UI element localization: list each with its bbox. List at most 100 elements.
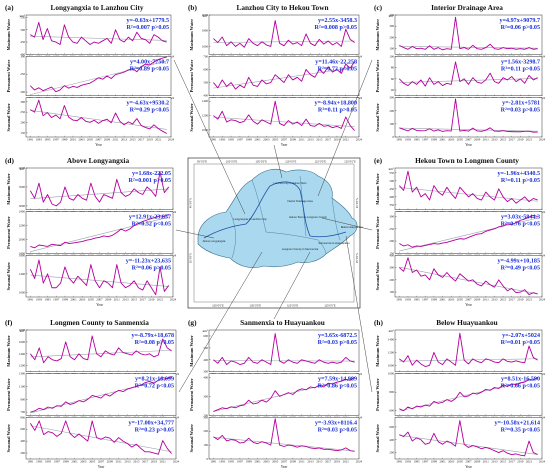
- plot-frame: [25, 14, 172, 55]
- regression-equation: y=-11.23x+23,635: [126, 258, 171, 264]
- trend-line: [30, 188, 169, 199]
- x-tick-label: 2009: [107, 459, 114, 463]
- plot-frame: [208, 56, 360, 96]
- x-tick-label: 2024: [173, 459, 180, 463]
- y-tick-label: 300: [203, 415, 208, 419]
- y-tick-label: 600: [203, 334, 208, 338]
- y-tick-label: 150: [389, 251, 394, 255]
- x-tick-label: 2024: [539, 297, 546, 301]
- plot-frame: [25, 373, 177, 416]
- x-tick-label: 1997: [237, 137, 244, 141]
- x-tick-label: 2011: [483, 459, 490, 463]
- regression-stat: R²=0.03 p>0.05: [318, 426, 357, 433]
- y-tick-label: 300: [389, 96, 394, 100]
- trend-line: [399, 45, 538, 49]
- panel-h: (h) Below Huayuankou 1000 1200 1400 km² Maximu…: [374, 318, 546, 469]
- map-coord-top: 115°0'0"E: [315, 160, 326, 164]
- plot-frame: [208, 417, 360, 460]
- y-tick-label: 200: [203, 429, 208, 433]
- trend-line: [399, 378, 538, 412]
- unit-label: km²: [20, 14, 25, 18]
- plot-frame: [208, 329, 360, 372]
- y-tick-label: 200: [389, 109, 394, 113]
- y-tick-label: 600: [203, 67, 208, 71]
- connector-line: [273, 251, 311, 320]
- y-tick-label: 200: [20, 121, 25, 125]
- y-tick-label: 150: [20, 131, 25, 135]
- y-tick-label: 1800: [19, 251, 26, 255]
- x-tick-label: 2017: [509, 137, 516, 141]
- regression-stat: R²=0.35 p<0.05: [501, 426, 540, 433]
- y-axis-label: Seasonal Water: [6, 103, 11, 132]
- connector-line: [317, 59, 373, 197]
- x-tick-label: 2009: [474, 459, 481, 463]
- y-tick-label: 450: [389, 187, 394, 191]
- map-coord-bottom: 115°0'0"E: [324, 304, 335, 308]
- x-tick-label: 2009: [290, 137, 297, 141]
- y-tick-label: 200: [203, 413, 208, 417]
- regression-equation: y=-8.94x+18,800: [315, 101, 358, 107]
- regression-stat: R²=0.06 p>0.05: [132, 264, 171, 271]
- x-tick-label: 2009: [104, 137, 111, 141]
- x-tick-label: 1995: [44, 137, 51, 141]
- x-tick-label: 2001: [439, 137, 446, 141]
- x-tick-label: 1997: [422, 459, 429, 463]
- y-tick-label: 350: [389, 203, 394, 207]
- x-tick-label: 1991: [27, 137, 34, 141]
- x-tick-label: 2001: [254, 459, 261, 463]
- series-line: [399, 420, 538, 457]
- x-tick-label: 1997: [53, 297, 60, 301]
- y-tick-label: 400: [203, 94, 208, 98]
- map-region-label: Sanmenxia to Huayuankou: [318, 241, 350, 245]
- x-tick-label: 2003: [263, 137, 270, 141]
- x-tick-label: 2005: [457, 297, 464, 301]
- y-axis-label: Permanent Water: [6, 378, 11, 411]
- connector-line: [175, 229, 215, 239]
- map-region-label: Above Longyangxia: [203, 239, 226, 243]
- x-tick-label: 1997: [53, 137, 60, 141]
- regression-stat: R²=0.001 p>0.05: [129, 177, 171, 184]
- y-tick-label: 550: [389, 171, 394, 175]
- series-line: [29, 56, 167, 93]
- y-axis-label: Maximum Water: [375, 335, 380, 367]
- y-tick-label: 300: [389, 215, 394, 219]
- x-tick-label: 2001: [254, 137, 261, 141]
- x-tick-label: 2009: [474, 297, 481, 301]
- x-axis-label: Year: [281, 143, 288, 147]
- x-tick-label: 2005: [88, 297, 95, 301]
- map-coord-bottom: 110°0'0"E: [287, 304, 298, 308]
- x-tick-label: 1991: [210, 459, 217, 463]
- x-tick-label: 1999: [431, 137, 438, 141]
- plot-frame: [394, 329, 543, 372]
- x-tick-label: 1999: [63, 459, 70, 463]
- x-tick-label: 2017: [142, 459, 149, 463]
- panel-label: (f): [5, 318, 13, 327]
- series-line: [29, 171, 170, 207]
- x-tick-label: 1993: [219, 459, 226, 463]
- y-tick-label: 1400: [19, 352, 26, 356]
- x-tick-label: 1993: [36, 459, 43, 463]
- x-tick-label: 2021: [155, 137, 162, 141]
- x-axis-label: Year: [95, 143, 102, 147]
- x-tick-label: 2013: [491, 297, 498, 301]
- regression-equation: y=-4.99x+10,185: [498, 258, 541, 264]
- y-tick-label: 250: [389, 227, 394, 231]
- x-tick-label: 2015: [316, 459, 323, 463]
- y-tick-label: 1100: [19, 384, 26, 388]
- regression-stat: R²=0.06 p>0.05: [501, 24, 540, 31]
- x-tick-label: 2013: [491, 137, 498, 141]
- x-tick-label: 1995: [414, 297, 421, 301]
- x-tick-label: 2024: [356, 137, 363, 141]
- x-tick-label: 2001: [71, 459, 78, 463]
- x-tick-label: 2015: [500, 297, 507, 301]
- panel-title: Hekou Town to Longmen County: [415, 156, 519, 165]
- series-line: [213, 100, 355, 131]
- x-tick-label: 2001: [70, 297, 77, 301]
- x-tick-label: 2003: [78, 137, 85, 141]
